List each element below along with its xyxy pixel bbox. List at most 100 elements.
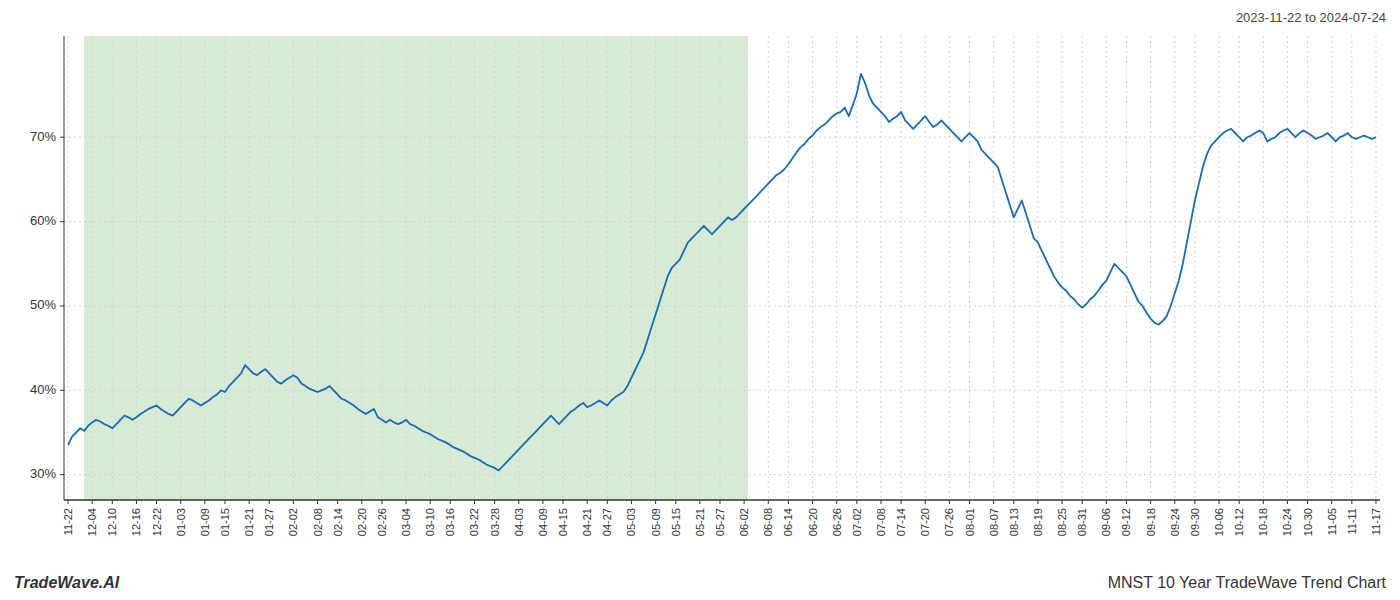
x-tick-label: 10-30	[1302, 508, 1314, 536]
x-tick	[293, 500, 294, 504]
y-tick	[60, 390, 64, 391]
grid	[64, 36, 1380, 500]
x-grid-line	[92, 36, 93, 500]
x-tick-label: 01-15	[219, 508, 231, 536]
x-tick	[204, 500, 205, 504]
x-grid-line	[494, 36, 495, 500]
x-tick-label: 06-02	[738, 508, 750, 536]
x-tick	[317, 500, 318, 504]
y-tick	[60, 305, 64, 306]
x-tick-label: 04-27	[601, 508, 613, 536]
chart-container: 30%40%50%60%70%11-2212-0412-1012-1612-22…	[0, 0, 1400, 600]
x-tick-label: 10-18	[1257, 508, 1269, 536]
x-tick	[1126, 500, 1127, 504]
x-tick-label: 08-31	[1076, 508, 1088, 536]
x-grid-line	[1194, 36, 1195, 500]
x-tick	[1037, 500, 1038, 504]
x-tick-label: 10-24	[1281, 508, 1293, 536]
x-grid-line	[788, 36, 789, 500]
y-tick	[60, 221, 64, 222]
x-grid-line	[381, 36, 382, 500]
x-tick	[1062, 500, 1063, 504]
x-tick-label: 01-21	[243, 508, 255, 536]
x-grid-line	[361, 36, 362, 500]
x-tick-label: 11-22	[62, 508, 74, 535]
x-tick	[494, 500, 495, 504]
x-tick-label: 05-27	[714, 508, 726, 536]
x-tick	[136, 500, 137, 504]
x-grid-line	[563, 36, 564, 500]
x-tick-label: 01-03	[175, 508, 187, 536]
x-tick	[788, 500, 789, 504]
x-grid-line	[1013, 36, 1014, 500]
x-tick	[993, 500, 994, 504]
x-grid-line	[1219, 36, 1220, 500]
y-tick	[60, 137, 64, 138]
x-tick	[68, 500, 69, 504]
x-grid-line	[269, 36, 270, 500]
x-tick	[812, 500, 813, 504]
x-tick-label: 02-08	[312, 508, 324, 536]
x-grid-line	[655, 36, 656, 500]
x-tick	[381, 500, 382, 504]
x-tick-label: 03-10	[424, 508, 436, 536]
x-tick	[1331, 500, 1332, 504]
x-grid-line	[1037, 36, 1038, 500]
x-tick	[719, 500, 720, 504]
x-tick	[450, 500, 451, 504]
x-tick	[969, 500, 970, 504]
x-grid-line	[1150, 36, 1151, 500]
x-grid-line	[901, 36, 902, 500]
x-tick	[699, 500, 700, 504]
shaded-layer	[84, 36, 748, 500]
x-tick	[224, 500, 225, 504]
x-tick	[1106, 500, 1107, 504]
x-tick-label: 01-27	[263, 508, 275, 536]
x-tick	[631, 500, 632, 504]
x-grid-line	[1331, 36, 1332, 500]
x-grid-line	[474, 36, 475, 500]
x-grid-line	[768, 36, 769, 500]
trend-line	[68, 74, 1376, 471]
x-grid-line	[156, 36, 157, 500]
x-grid-line	[317, 36, 318, 500]
x-tick-label: 11-17	[1370, 508, 1382, 535]
x-tick-label: 05-03	[625, 508, 637, 536]
x-tick-label: 07-02	[851, 508, 863, 536]
x-tick	[563, 500, 564, 504]
x-tick-label: 08-07	[988, 508, 1000, 536]
x-tick	[768, 500, 769, 504]
x-tick	[112, 500, 113, 504]
x-grid-line	[925, 36, 926, 500]
x-tick-label: 03-22	[468, 508, 480, 536]
y-axis-line	[64, 36, 65, 500]
x-tick-label: 08-13	[1008, 508, 1020, 536]
y-grid-line	[64, 390, 1380, 391]
x-tick-label: 12-22	[151, 508, 163, 536]
x-tick	[518, 500, 519, 504]
y-grid-line	[64, 305, 1380, 306]
x-tick-label: 12-04	[86, 508, 98, 536]
x-grid-line	[1239, 36, 1240, 500]
x-grid-line	[136, 36, 137, 500]
y-grid-line	[64, 137, 1380, 138]
x-tick-label: 05-09	[650, 508, 662, 536]
x-grid-line	[1307, 36, 1308, 500]
line-layer	[68, 74, 1376, 471]
x-tick-label: 09-30	[1189, 508, 1201, 536]
chart: 30%40%50%60%70%11-2212-0412-1012-1612-22…	[0, 0, 1400, 600]
x-tick-label: 09-18	[1145, 508, 1157, 536]
x-tick	[901, 500, 902, 504]
x-grid-line	[880, 36, 881, 500]
x-tick	[361, 500, 362, 504]
x-tick	[1013, 500, 1014, 504]
x-grid-line	[518, 36, 519, 500]
x-tick-label: 12-10	[106, 508, 118, 536]
x-tick	[607, 500, 608, 504]
x-grid-line	[337, 36, 338, 500]
x-tick-label: 07-26	[943, 508, 955, 536]
x-tick-label: 06-20	[807, 508, 819, 536]
x-tick	[836, 500, 837, 504]
x-tick-label: 06-26	[831, 508, 843, 536]
x-tick	[1174, 500, 1175, 504]
